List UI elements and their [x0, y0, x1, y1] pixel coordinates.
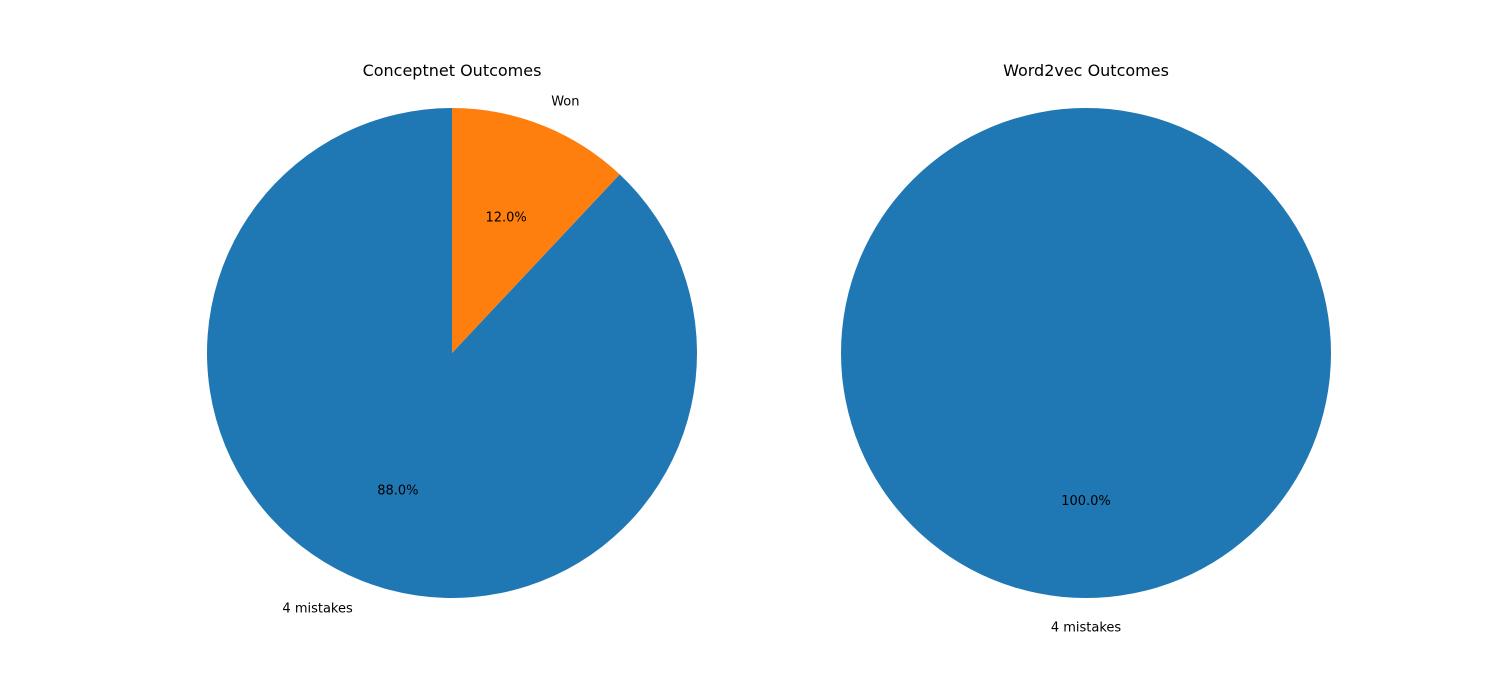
pie-slices-conceptnet	[206, 108, 697, 598]
pie-slice-word2vec-4-mistakes	[841, 108, 1331, 598]
percent-label-conceptnet-4-mistakes: 88.0%	[377, 484, 418, 499]
pie-chart-word2vec: Word2vec Outcomes 4 mistakes 100.0%	[841, 61, 1331, 636]
slice-label-conceptnet-4-mistakes: 4 mistakes	[282, 602, 353, 617]
pie-labels-word2vec: 4 mistakes 100.0%	[1051, 494, 1122, 636]
chart-title-conceptnet: Conceptnet Outcomes	[363, 61, 542, 80]
percent-label-word2vec-4-mistakes: 100.0%	[1061, 494, 1111, 509]
pie-slices-word2vec	[841, 108, 1331, 598]
pie-slice-conceptnet-won	[452, 108, 620, 353]
chart-title-word2vec: Word2vec Outcomes	[1003, 61, 1169, 80]
percent-label-conceptnet-won: 12.0%	[485, 210, 526, 225]
slice-label-conceptnet-won: Won	[551, 94, 579, 109]
slice-label-word2vec-4-mistakes: 4 mistakes	[1051, 621, 1122, 636]
pie-chart-conceptnet: Conceptnet Outcomes 4 mistakes 88.0% Won 12…	[206, 61, 697, 617]
pie-labels-conceptnet: 4 mistakes 88.0% Won 12.0%	[282, 94, 579, 616]
